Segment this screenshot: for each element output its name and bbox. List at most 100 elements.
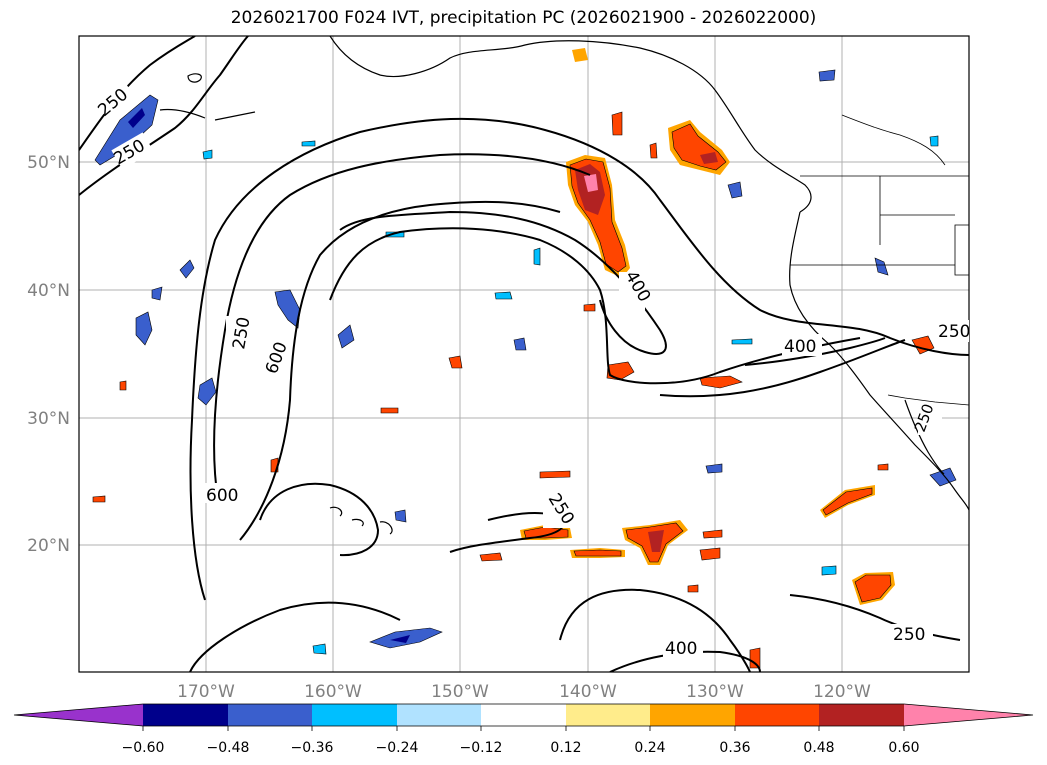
precip-negative-patch [727,181,743,199]
precip-negative-patch [202,149,213,160]
colorbar-tick-label: −0.24 [376,740,419,756]
precip-negative-patch [179,259,195,279]
lon-axis: 170°W 160°W 150°W 140°W 130°W 120°W [177,682,871,702]
precip-positive-patch [92,495,106,503]
precip-positive-patch [380,407,399,414]
precip-positive-patch [479,552,503,562]
precip-positive-patch [573,549,622,557]
colorbar-segment [312,704,397,726]
colorbar-tick-label: 0.24 [634,740,665,756]
precip-negative-patch [312,643,327,655]
gridlines [79,36,969,672]
precip-positive-patch [854,574,892,603]
contour-label: 600 [206,486,238,506]
colorbar-tick-label: −0.12 [460,740,503,756]
colorbar-segment [228,704,312,726]
lat-label: 30°N [27,409,70,429]
precip-positive-patch [822,487,873,516]
lon-label: 140°W [559,682,617,702]
precip-positive-patch [700,152,718,164]
contour-label: 250 [893,625,925,645]
ivt-contour-250-center [449,511,565,553]
contour-label: 250 [938,322,970,342]
precip-positive-patch [699,547,721,561]
precip-positive-patch [702,529,723,539]
precip-negative [94,69,957,655]
precip-negative-patch [151,286,163,301]
colorbar-tick-label: 0.36 [719,740,750,756]
colorbar-tick-label: −0.60 [122,740,165,756]
border-bc-alaska [841,114,946,166]
ivt-contour-600-inner [239,200,561,541]
precip-positive-patch [749,647,761,669]
precip-positive-patch [448,355,463,369]
colorbar-tick-label: 0.12 [550,740,581,756]
precip-negative-patch [135,311,153,346]
precip-positive-patch [649,142,658,159]
colorbar: −0.60 −0.48 −0.36 −0.24 −0.12 0.12 0.24 … [13,703,1034,756]
ivt-contours [79,36,969,672]
ivt-contour-400-south [559,588,751,672]
ivt-contour-250-south-loop [259,482,380,557]
ivt-contour-250-se [789,594,961,641]
colorbar-segment [143,704,228,726]
precip-negative-patch [513,337,527,351]
precip-positive-patch [687,584,699,593]
lat-label: 20°N [27,536,70,556]
colorbar-tick-label: −0.36 [291,740,334,756]
precip-negative-patch [274,289,301,329]
colorbar-ticks [142,726,905,731]
coastline-baja [904,399,945,475]
colorbar-segment [566,704,650,726]
precip-negative-patch [128,108,145,128]
precip-negative-patch [705,463,723,474]
precip-negative-patch [301,140,316,147]
precip-negative-patch [874,257,889,276]
coastline-us-west [789,211,969,511]
precip-positive-patch [648,530,664,552]
lon-label: 170°W [177,682,235,702]
colorbar-tick-label: −0.48 [207,740,250,756]
precip-positive [92,48,935,669]
precip-negative-patch [533,247,541,266]
ivt-contour-400-south-inner [609,650,761,672]
lon-label: 120°W [813,682,871,702]
ivt-contour-600-outer [213,153,591,501]
map-frame [79,36,969,672]
colorbar-tick-label: 0.48 [803,740,834,756]
precip-positive-patch [611,111,623,136]
border-states [790,176,969,276]
map-title: 2026021700 F024 IVT, precipitation PC (2… [230,8,817,28]
borders [790,114,969,406]
precip-negative-patch [929,467,957,487]
precip-negative-patch [821,565,837,576]
precip-positive-patch [606,361,635,381]
precip-negative-patch [197,377,217,406]
ivt-contour-250-inner [659,339,906,398]
ivt-contour-250-main [189,117,969,601]
coastlines [159,36,969,535]
lon-label: 160°W [304,682,362,702]
ivt-contour-400-band-lower [329,227,861,385]
lat-label: 50°N [27,153,70,173]
colorbar-tick-label: 0.60 [888,740,919,756]
precip-negative-patch [337,324,355,349]
ivt-contour-400-east [744,337,886,366]
colorbar-segment [650,704,735,726]
coastline-islands [187,73,202,83]
precip-positive-patch [583,303,596,312]
ivt-contour-250-nw-outer [79,36,196,151]
colorbar-segment [481,704,566,726]
coastline-alaska-bc [329,36,812,213]
colorbar-segment [735,704,819,726]
contour-label: 400 [665,639,697,659]
ivt-contour-250-sw [189,601,401,672]
precip-negative-patch [394,509,407,523]
precip-positive-patch [699,375,743,389]
lat-label: 40°N [27,281,70,301]
precip-positive-patch [119,380,127,391]
precip-negative-patch [390,635,410,643]
precip-positive-patch [877,463,889,471]
precip-negative-patch [494,291,513,300]
